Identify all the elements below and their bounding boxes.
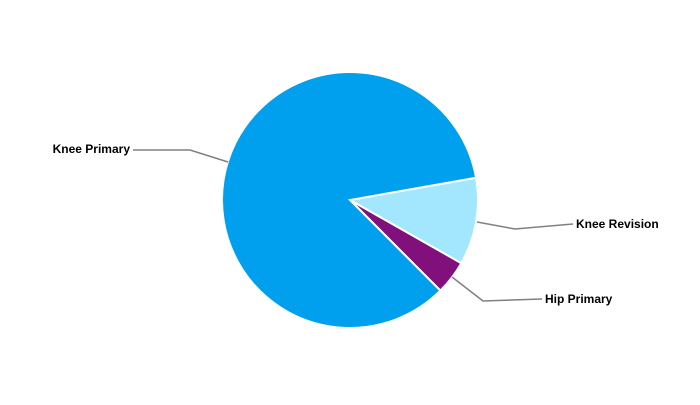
leader-line bbox=[133, 149, 229, 163]
leader-line bbox=[476, 221, 574, 230]
pie-slice-knee-revision bbox=[347, 176, 479, 265]
slice-label: Hip Primary bbox=[545, 292, 613, 306]
leader-line bbox=[451, 276, 543, 302]
slice-label: Knee Primary bbox=[53, 142, 131, 156]
slice-label: Knee Revision bbox=[576, 217, 659, 231]
